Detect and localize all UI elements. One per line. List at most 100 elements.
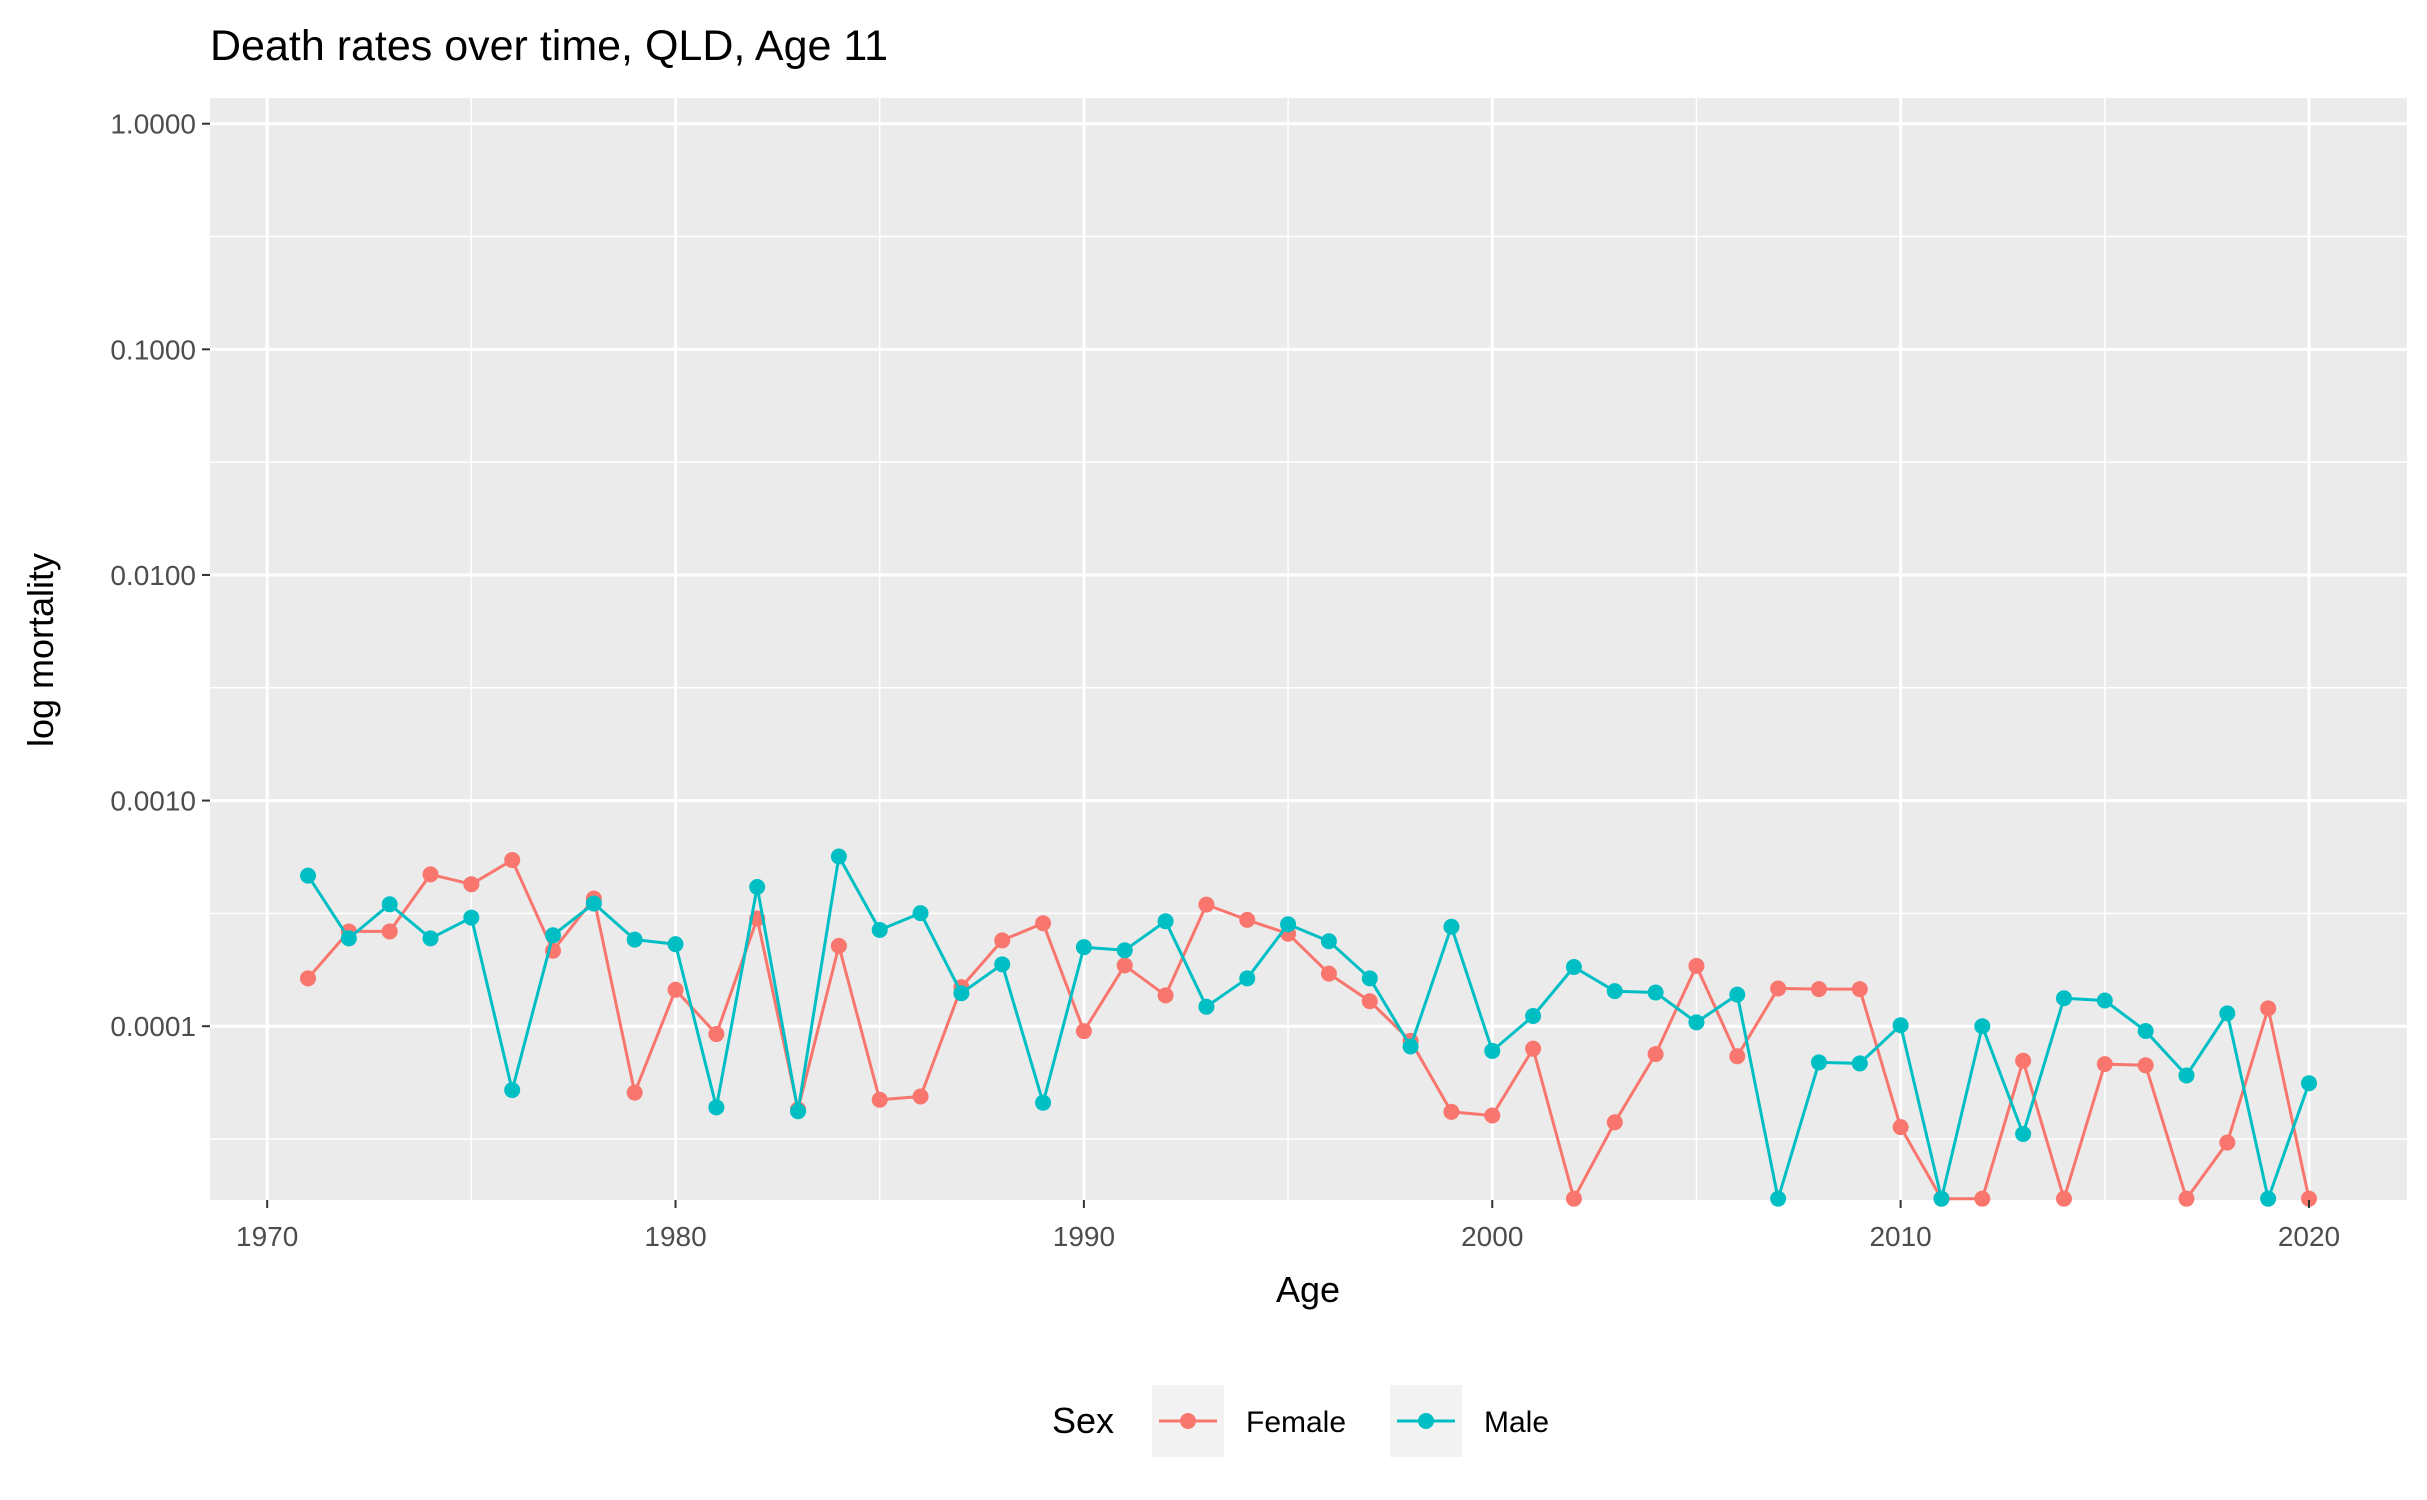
data-point-male (381, 896, 398, 913)
data-point-male (422, 930, 439, 947)
data-point-male (504, 1082, 521, 1099)
y-axis-title: log mortality (20, 553, 61, 747)
data-point-female (504, 852, 521, 869)
data-point-male (2096, 992, 2113, 1009)
data-point-male (1974, 1018, 1991, 1035)
data-point-female (2055, 1190, 2072, 1207)
data-point-female (1810, 981, 1827, 998)
data-point-female (2219, 1134, 2236, 1151)
data-point-male (1851, 1055, 1868, 1072)
data-point-female (1075, 1023, 1092, 1040)
data-point-male (1157, 913, 1174, 930)
data-point-female (1525, 1040, 1542, 1057)
data-point-female (994, 932, 1011, 949)
data-point-male (545, 927, 562, 944)
y-tick-label: 0.0001 (110, 1011, 196, 1042)
grid (210, 98, 2407, 1200)
data-point-male (1198, 998, 1215, 1015)
data-point-male (1810, 1054, 1827, 1071)
data-point-female (2178, 1190, 2195, 1207)
data-point-male (340, 930, 357, 947)
data-point-female (1320, 965, 1337, 982)
data-point-male (463, 909, 480, 926)
data-point-male (1606, 983, 1623, 1000)
legend-label-female: Female (1246, 1406, 1346, 1439)
data-point-female (912, 1088, 929, 1105)
legend: Sex Female Male (1052, 1385, 1549, 1457)
data-point-female (1565, 1190, 1582, 1207)
data-point-male (2178, 1067, 2195, 1084)
data-point-female (1770, 980, 1787, 997)
data-point-male (708, 1099, 725, 1116)
x-axis-title: Age (1276, 1269, 1340, 1310)
data-point-female (463, 876, 480, 893)
legend-item-male: Male (1390, 1385, 1549, 1457)
data-point-female (830, 937, 847, 954)
data-point-female (1729, 1048, 1746, 1065)
legend-label-male: Male (1484, 1406, 1549, 1439)
data-point-female (1688, 957, 1705, 974)
data-point-female (708, 1026, 725, 1043)
data-point-male (2260, 1190, 2277, 1207)
data-point-male (1647, 984, 1664, 1001)
data-point-female (2300, 1190, 2317, 1207)
data-point-male (1035, 1094, 1052, 1111)
series-male (300, 848, 2317, 1207)
axes: 1970 1980 1990 2000 2010 2020 0.0001 0.0010 0.01… (110, 109, 2340, 1252)
series-female (300, 852, 2317, 1207)
data-point-female (1361, 993, 1378, 1010)
series-layer (300, 848, 2317, 1207)
x-tick-label: 2000 (1461, 1221, 1523, 1252)
legend-point-female (1180, 1413, 1196, 1429)
data-point-male (2137, 1023, 2154, 1040)
data-point-male (953, 985, 970, 1002)
data-point-male (1688, 1014, 1705, 1031)
data-point-female (422, 866, 439, 883)
y-tick-label: 0.0100 (110, 560, 196, 591)
data-point-male (994, 956, 1011, 973)
data-point-male (1320, 933, 1337, 950)
data-point-female (871, 1091, 888, 1108)
y-tick-label: 0.1000 (110, 334, 196, 365)
data-point-female (1116, 957, 1133, 974)
data-point-male (667, 936, 684, 953)
data-point-female (626, 1084, 643, 1101)
legend-title: Sex (1052, 1400, 1114, 1441)
data-point-female (667, 981, 684, 998)
data-point-female (2015, 1052, 2032, 1069)
data-point-male (2219, 1005, 2236, 1022)
data-point-male (1525, 1007, 1542, 1024)
legend-point-male (1418, 1413, 1434, 1429)
legend-item-female: Female (1152, 1385, 1346, 1457)
x-tick-label: 2010 (1869, 1221, 1931, 1252)
data-point-male (1075, 939, 1092, 956)
x-tick-label: 1990 (1053, 1221, 1115, 1252)
data-point-female (1443, 1103, 1460, 1120)
data-point-female (1647, 1046, 1664, 1063)
data-point-female (1974, 1190, 1991, 1207)
data-point-female (2260, 1000, 2277, 1017)
x-tick-label: 2020 (2278, 1221, 2340, 1252)
data-point-male (1443, 918, 1460, 935)
data-point-male (1892, 1017, 1909, 1034)
x-tick-label: 1980 (644, 1221, 706, 1252)
data-point-male (871, 921, 888, 938)
data-point-male (1402, 1038, 1419, 1055)
data-point-male (585, 895, 602, 912)
data-point-female (1606, 1114, 1623, 1131)
data-point-female (1198, 896, 1215, 913)
data-point-male (2300, 1075, 2317, 1092)
legend-items: Female Male (1152, 1385, 1549, 1457)
data-point-male (1361, 970, 1378, 987)
data-point-male (912, 905, 929, 922)
data-point-female (1851, 981, 1868, 998)
data-point-male (790, 1103, 807, 1120)
data-point-male (1484, 1042, 1501, 1059)
data-point-male (1933, 1190, 1950, 1207)
x-tick-label: 1970 (236, 1221, 298, 1252)
y-tick-label: 0.0010 (110, 786, 196, 817)
data-point-female (2137, 1057, 2154, 1074)
data-point-male (2055, 990, 2072, 1007)
data-point-male (300, 867, 317, 884)
